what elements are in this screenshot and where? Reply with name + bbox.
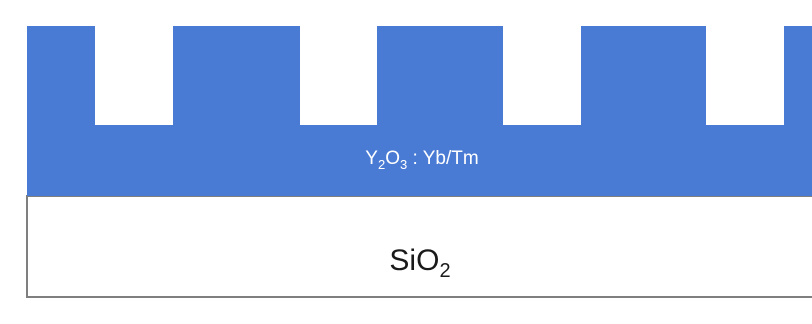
label-o: O (385, 148, 400, 169)
substrate-layer-label: SiO2 (389, 244, 450, 282)
grating-layer-label: Y2O3 : Yb/Tm (365, 148, 478, 172)
label-y-subscript: 2 (378, 157, 385, 172)
label-y: Y (365, 148, 378, 169)
label-sio: SiO (389, 244, 439, 277)
label-sio-subscript: 2 (439, 260, 450, 282)
sio2-substrate-layer (26, 195, 812, 298)
y2o3-grating-layer (27, 26, 812, 196)
label-dopant: : Yb/Tm (407, 148, 478, 169)
label-o-subscript: 3 (400, 157, 407, 172)
